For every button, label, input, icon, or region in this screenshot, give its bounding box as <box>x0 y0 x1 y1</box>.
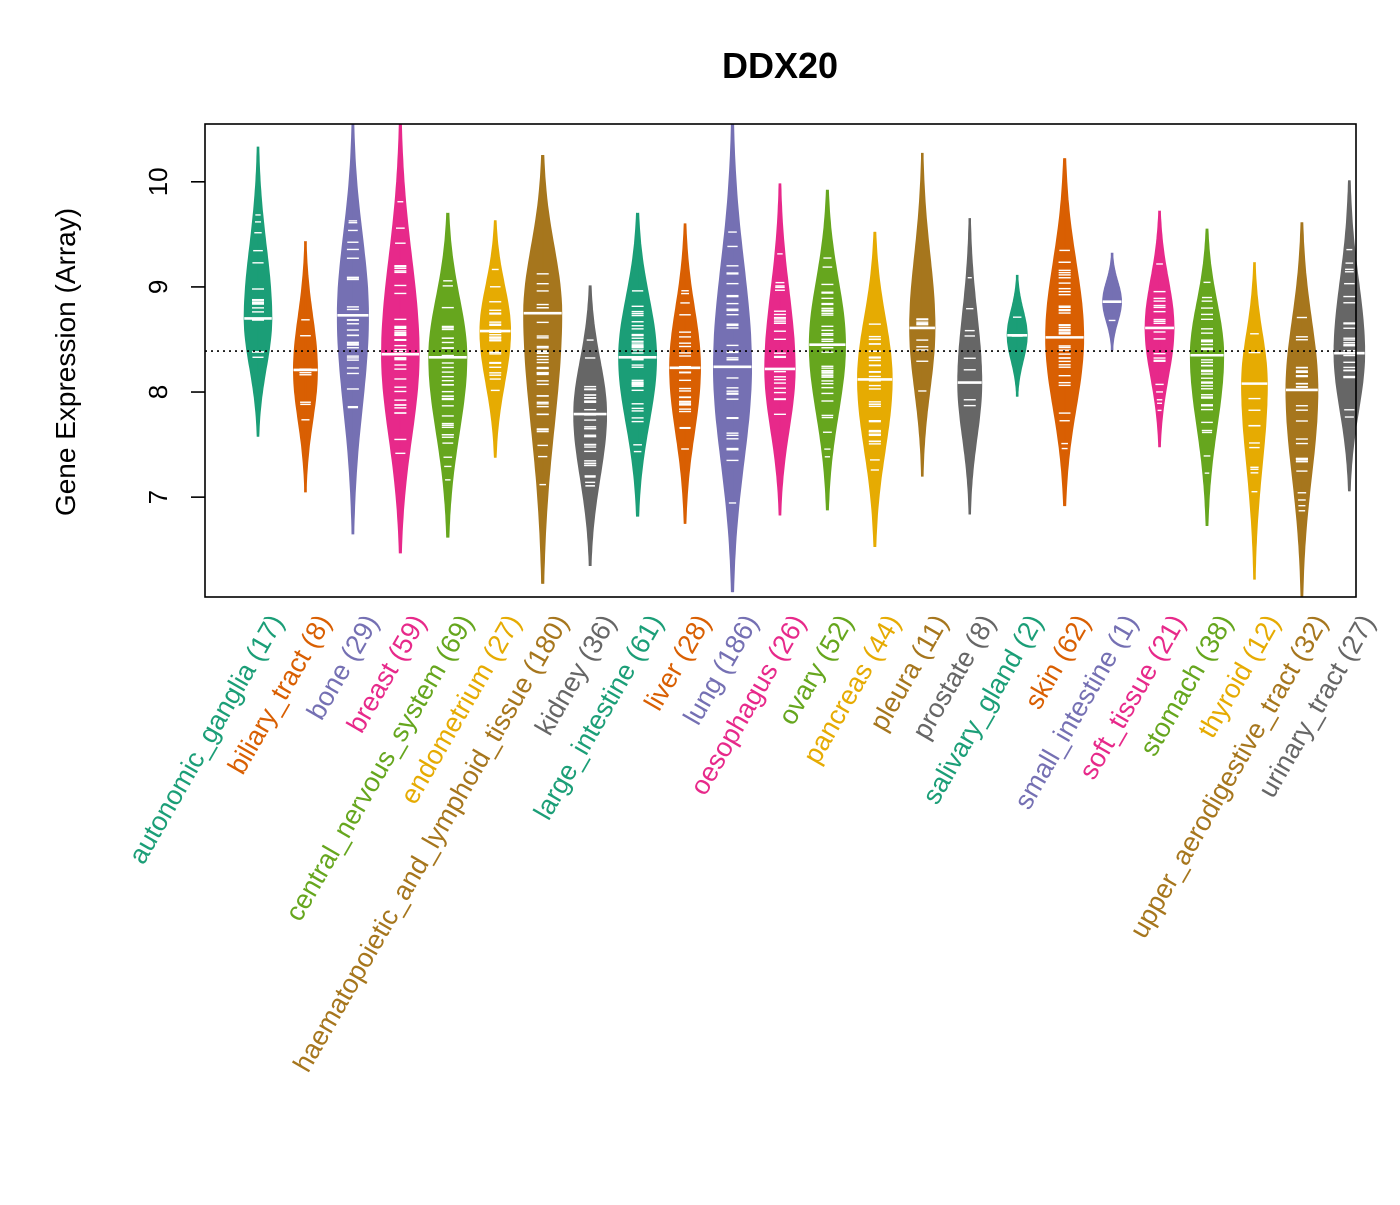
violin-layer <box>243 123 1366 597</box>
violin-prostate <box>957 218 983 515</box>
violin-small_intestine <box>1102 252 1122 351</box>
violin-skin <box>1045 158 1085 507</box>
violin-pancreas <box>857 231 893 548</box>
violin-central_nervous_system <box>428 212 468 538</box>
violin-pleura <box>909 152 936 477</box>
violin-lung <box>713 123 752 593</box>
violin-salivary_gland <box>1006 274 1028 397</box>
plot-frame <box>204 123 1357 598</box>
violin-urinary_tract <box>1333 180 1366 492</box>
x-axis-labels: autonomic_ganglia (17)biliary_tract (8)b… <box>123 610 1381 1077</box>
y-tick-label: 10 <box>143 167 173 196</box>
violin-breast <box>381 123 420 554</box>
y-axis: 7 8 9 10 <box>143 167 205 504</box>
y-tick-label: 9 <box>143 280 173 294</box>
violin-stomach <box>1189 228 1225 527</box>
violin-thyroid <box>1241 262 1268 580</box>
violin-soft_tissue <box>1144 210 1175 448</box>
violin-oesophagus <box>764 183 796 516</box>
violin-large_intestine <box>618 212 657 517</box>
violin-endometrium <box>479 220 511 458</box>
y-tick-label: 7 <box>143 490 173 504</box>
category-count: (27) <box>1327 610 1381 673</box>
chart-title: DDX20 <box>722 45 838 86</box>
violin-kidney <box>573 285 607 567</box>
violin-ovary <box>808 189 847 511</box>
y-axis-label: Gene Expression (Array) <box>50 208 81 516</box>
violin-biliary_tract <box>293 241 318 493</box>
violin-haematopoietic_and_lymphoid_tissue <box>523 154 563 584</box>
violin-bone <box>336 123 369 535</box>
y-tick-label: 8 <box>143 385 173 399</box>
violin-upper_aerodigestive_tract <box>1285 222 1319 597</box>
violin-liver <box>669 223 702 524</box>
violin-autonomic_ganglia <box>243 146 273 437</box>
